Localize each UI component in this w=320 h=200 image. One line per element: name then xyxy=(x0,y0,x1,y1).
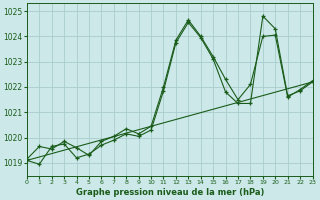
X-axis label: Graphe pression niveau de la mer (hPa): Graphe pression niveau de la mer (hPa) xyxy=(76,188,264,197)
